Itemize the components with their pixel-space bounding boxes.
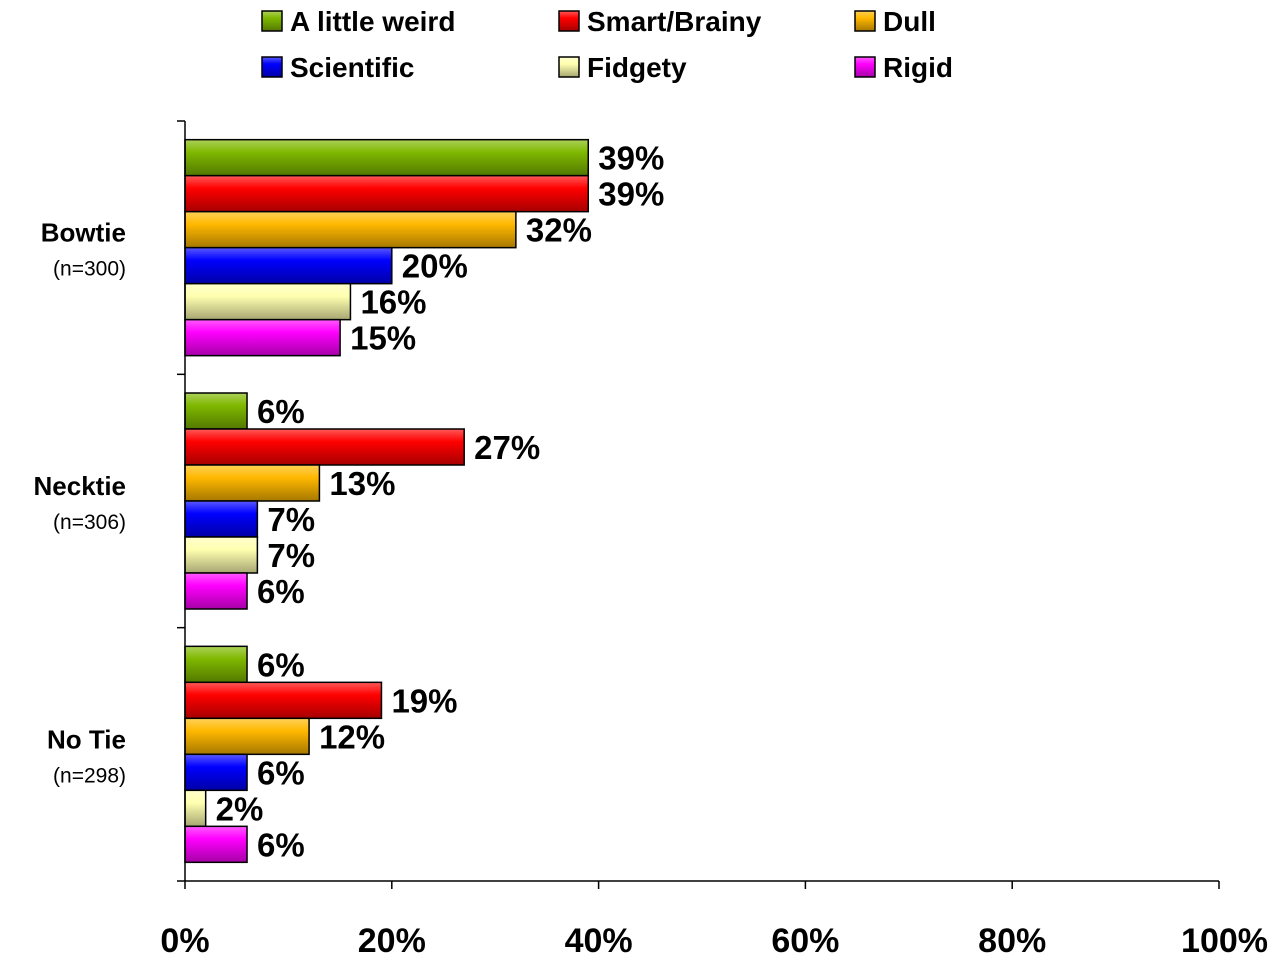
bar-bowtie-a-little-weird [184,138,590,177]
data-label-necktie-fidgety: 7% [267,537,315,574]
legend-item-smart-brainy: Smart/Brainy [558,6,762,37]
bar-bowtie-scientific [184,246,393,285]
legend-swatch [558,10,580,32]
data-label-bowtie-a-little-weird: 39% [598,140,664,177]
data-label-necktie-a-little-weird: 6% [257,393,305,430]
legend-swatch [854,10,876,32]
bar-bowtie-fidgety [184,282,352,321]
data-label-necktie-scientific: 7% [267,501,315,538]
bar-necktie-a-little-weird [184,392,248,430]
legend-item-dull: Dull [854,6,936,37]
data-label-bowtie-dull: 32% [526,212,592,249]
bar-bowtie-rigid [184,318,341,357]
legend-label: Smart/Brainy [587,6,762,37]
legend-item-scientific: Scientific [261,52,414,83]
axes: Bowtie (n=300) Necktie (n=306) No Tie (n=298)… [34,120,1268,955]
legend-item-a-little-weird: A little weird [261,6,455,37]
bar-no-tie-scientific [184,753,248,792]
bar-no-tie-a-little-weird [184,645,248,684]
bar-no-tie-fidgety [184,789,207,828]
bar-group-necktie: 6%27%13%7%7%6% [184,392,540,610]
legend-swatch [854,56,876,78]
legend-label: A little weird [290,6,455,37]
legend-swatch [558,56,580,78]
category-label-necktie: Necktie [34,471,127,501]
x-tick-label: 100% [1181,922,1268,955]
legend-item-rigid: Rigid [854,52,953,83]
bar-group-bowtie: 39%39%32% 20%16%15% [184,138,664,357]
x-tick-label: 60% [771,922,839,955]
x-tick-label: 0% [160,922,209,955]
x-tick-label: 80% [978,922,1046,955]
data-label-no-tie-a-little-weird: 6% [257,646,305,683]
bar-no-tie-rigid [184,825,248,864]
bar-bowtie-dull [184,210,517,249]
data-label-no-tie-scientific: 6% [257,754,305,791]
data-label-bowtie-rigid: 15% [350,320,416,357]
legend-label: Rigid [883,52,953,83]
category-n-necktie: (n=306) [53,511,126,534]
data-label-no-tie-fidgety: 2% [216,790,264,827]
data-label-no-tie-smart-brainy: 19% [391,682,457,719]
category-label-no-tie: No Tie [47,724,126,754]
bar-necktie-dull [184,464,321,502]
bar-necktie-rigid [184,572,248,610]
legend-label: Fidgety [587,52,687,83]
data-label-no-tie-rigid: 6% [257,826,305,863]
category-label-bowtie: Bowtie [41,218,126,248]
bar-group-no-tie: 6%19%12%6%2%6% [184,645,458,864]
bar-no-tie-smart-brainy [184,681,383,720]
bar-no-tie-dull [184,717,310,756]
legend-swatch [261,10,283,32]
data-label-necktie-dull: 13% [329,465,395,502]
category-n-bowtie: (n=300) [53,258,126,281]
data-label-bowtie-fidgety: 16% [360,284,426,321]
data-label-bowtie-smart-brainy: 39% [598,176,664,213]
legend-label: Dull [883,6,936,37]
data-label-no-tie-dull: 12% [319,718,385,755]
category-n-no-tie: (n=298) [53,764,126,787]
x-tick-label: 40% [565,922,633,955]
legend-item-fidgety: Fidgety [558,52,687,83]
bar-necktie-fidgety [184,536,259,574]
bars: 39%39%32%20%16%15%6%27%13%7%7%6%6%19%12%… [184,138,664,864]
legend-label: Scientific [290,52,414,83]
bar-necktie-smart-brainy [184,428,465,466]
data-label-necktie-smart-brainy: 27% [474,429,540,466]
data-label-bowtie-scientific: 20% [402,248,468,285]
legend-swatch [261,56,283,78]
x-tick-label: 20% [358,922,426,955]
legend: A little weird Smart/Brainy Dull Scientific… [261,6,953,83]
bar-necktie-scientific [184,500,259,538]
data-label-necktie-rigid: 6% [257,573,305,610]
bar-bowtie-smart-brainy [184,174,590,213]
